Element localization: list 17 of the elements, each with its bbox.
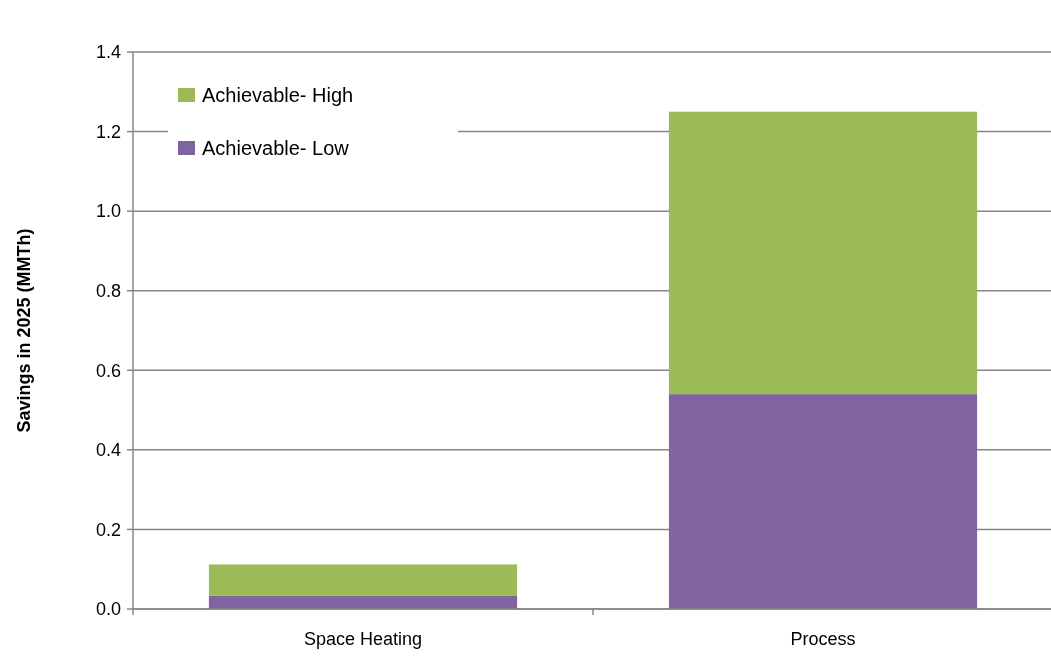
y-tick-label: 1.0 <box>95 201 121 222</box>
y-axis-title: Savings in 2025 (MMTh) <box>14 228 34 433</box>
y-tick-label: 0.4 <box>95 440 121 461</box>
bar <box>208 564 518 596</box>
legend-label: Achievable- Low <box>202 137 350 159</box>
x-tick-label: Process <box>790 629 856 649</box>
bar <box>208 595 518 609</box>
x-tick-label: Space Heating <box>303 629 423 649</box>
y-tick-label: 0.0 <box>95 599 121 620</box>
y-tick-label: 1.4 <box>95 42 121 63</box>
y-tick-label: 1.2 <box>95 121 121 142</box>
bar <box>668 111 978 395</box>
bar <box>668 394 978 609</box>
y-tick-label: 0.8 <box>95 281 121 302</box>
y-tick-label: 0.2 <box>95 519 121 540</box>
legend-label: Achievable- High <box>202 84 354 106</box>
y-tick-label: 0.6 <box>95 360 121 381</box>
